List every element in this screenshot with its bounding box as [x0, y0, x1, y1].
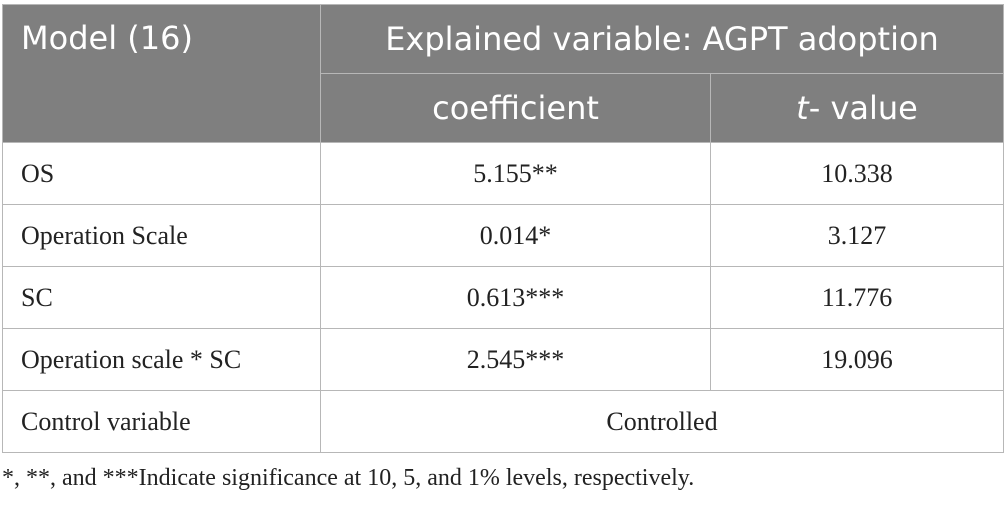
header-row-1: Model (16) Explained variable: AGPT adop…: [2, 4, 1005, 143]
control-variable-label: Control variable: [2, 390, 321, 453]
row-coefficient: 5.155**: [320, 142, 711, 205]
row-coefficient: 0.613***: [320, 266, 711, 329]
t-value-header: t- value: [709, 73, 1005, 143]
row-coefficient: 0.014*: [320, 204, 711, 267]
table-row: OS 5.155** 10.338: [2, 142, 1005, 205]
table-row: SC 0.613*** 11.776: [2, 266, 1005, 329]
row-t-value: 10.338: [709, 142, 1005, 205]
table-row: Operation scale * SC 2.545*** 19.096: [2, 328, 1005, 391]
control-variable-value: Controlled: [319, 390, 1005, 453]
t-value-rest: - value: [808, 89, 918, 127]
row-t-value: 11.776: [709, 266, 1005, 329]
row-coefficient: 2.545***: [320, 328, 711, 391]
header-row-2: coefficient t- value: [3, 73, 1005, 143]
row-t-value: 3.127: [709, 204, 1005, 267]
t-italic: t: [796, 89, 809, 127]
explained-variable-header: Explained variable: AGPT adoption: [319, 4, 1005, 74]
row-label: OS: [2, 142, 321, 205]
coefficient-header: coefficient: [320, 73, 711, 143]
table-footnote: *, **, and ***Indicate significance at 1…: [2, 465, 695, 491]
regression-table-container: Model (16) Explained variable: AGPT adop…: [2, 4, 1005, 453]
model-label-header: Model (16): [2, 4, 321, 143]
regression-table: Model (16) Explained variable: AGPT adop…: [2, 4, 1005, 453]
row-label: SC: [2, 266, 321, 329]
row-label: Operation Scale: [2, 204, 321, 267]
row-label: Operation scale * SC: [2, 328, 321, 391]
row-t-value: 19.096: [709, 328, 1005, 391]
control-variable-row: Control variable Controlled: [2, 390, 1005, 453]
table-row: Operation Scale 0.014* 3.127: [2, 204, 1005, 267]
